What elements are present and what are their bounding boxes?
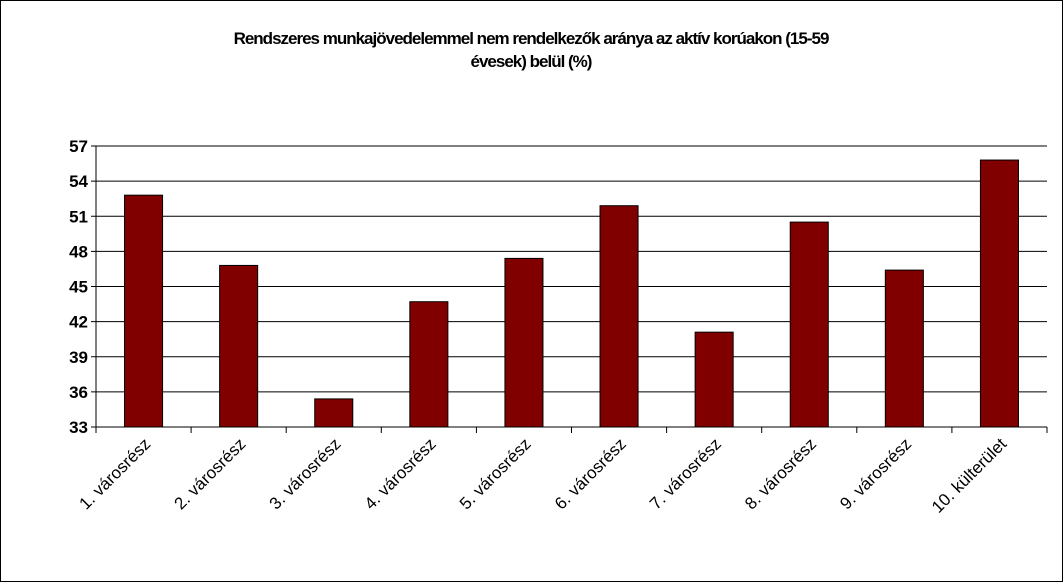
bar xyxy=(979,159,1019,428)
x-tick-label: 3. városrész xyxy=(266,434,345,513)
y-tick-labels: 33 36 39 42 45 48 51 54 57 xyxy=(69,137,88,437)
x-tick-labels: 1. városrész 2. városrész 3. városrész 4. v… xyxy=(75,434,1010,516)
bar xyxy=(409,301,449,428)
x-tick-label: 6. városrész xyxy=(551,434,630,513)
x-tick-label: 9. városrész xyxy=(836,434,915,513)
x-tick-label: 7. városrész xyxy=(646,434,725,513)
y-tick-label: 48 xyxy=(69,242,88,261)
y-tick-label: 42 xyxy=(69,313,88,332)
bar xyxy=(884,269,924,428)
chart-title-line-1: Rendszeres munkajövedelemmel nem rendelk… xyxy=(234,29,829,48)
bar xyxy=(694,331,734,428)
x-tick-label: 8. városrész xyxy=(741,434,820,513)
y-tick-label: 33 xyxy=(69,418,88,437)
x-tick-label: 4. városrész xyxy=(361,434,440,513)
bar xyxy=(219,264,259,428)
x-tick-label: 2. városrész xyxy=(171,434,250,513)
x-tick-label: 5. városrész xyxy=(456,434,535,513)
y-tick-label: 54 xyxy=(69,172,88,191)
chart-title-line-2: évesek) belül (%) xyxy=(471,52,592,71)
x-tick-label: 10. külterület xyxy=(928,434,1010,516)
bar xyxy=(599,205,639,428)
x-tick-label: 1. városrész xyxy=(75,434,154,513)
axes xyxy=(91,145,1048,433)
bar xyxy=(124,194,164,428)
bar xyxy=(504,257,544,428)
bar xyxy=(789,221,829,428)
bar xyxy=(314,398,354,428)
bars xyxy=(124,159,1019,428)
y-tick-label: 51 xyxy=(69,207,88,226)
y-tick-label: 45 xyxy=(69,278,88,297)
y-tick-label: 57 xyxy=(69,137,88,156)
y-tick-label: 36 xyxy=(69,383,88,402)
y-tick-label: 39 xyxy=(69,348,88,367)
